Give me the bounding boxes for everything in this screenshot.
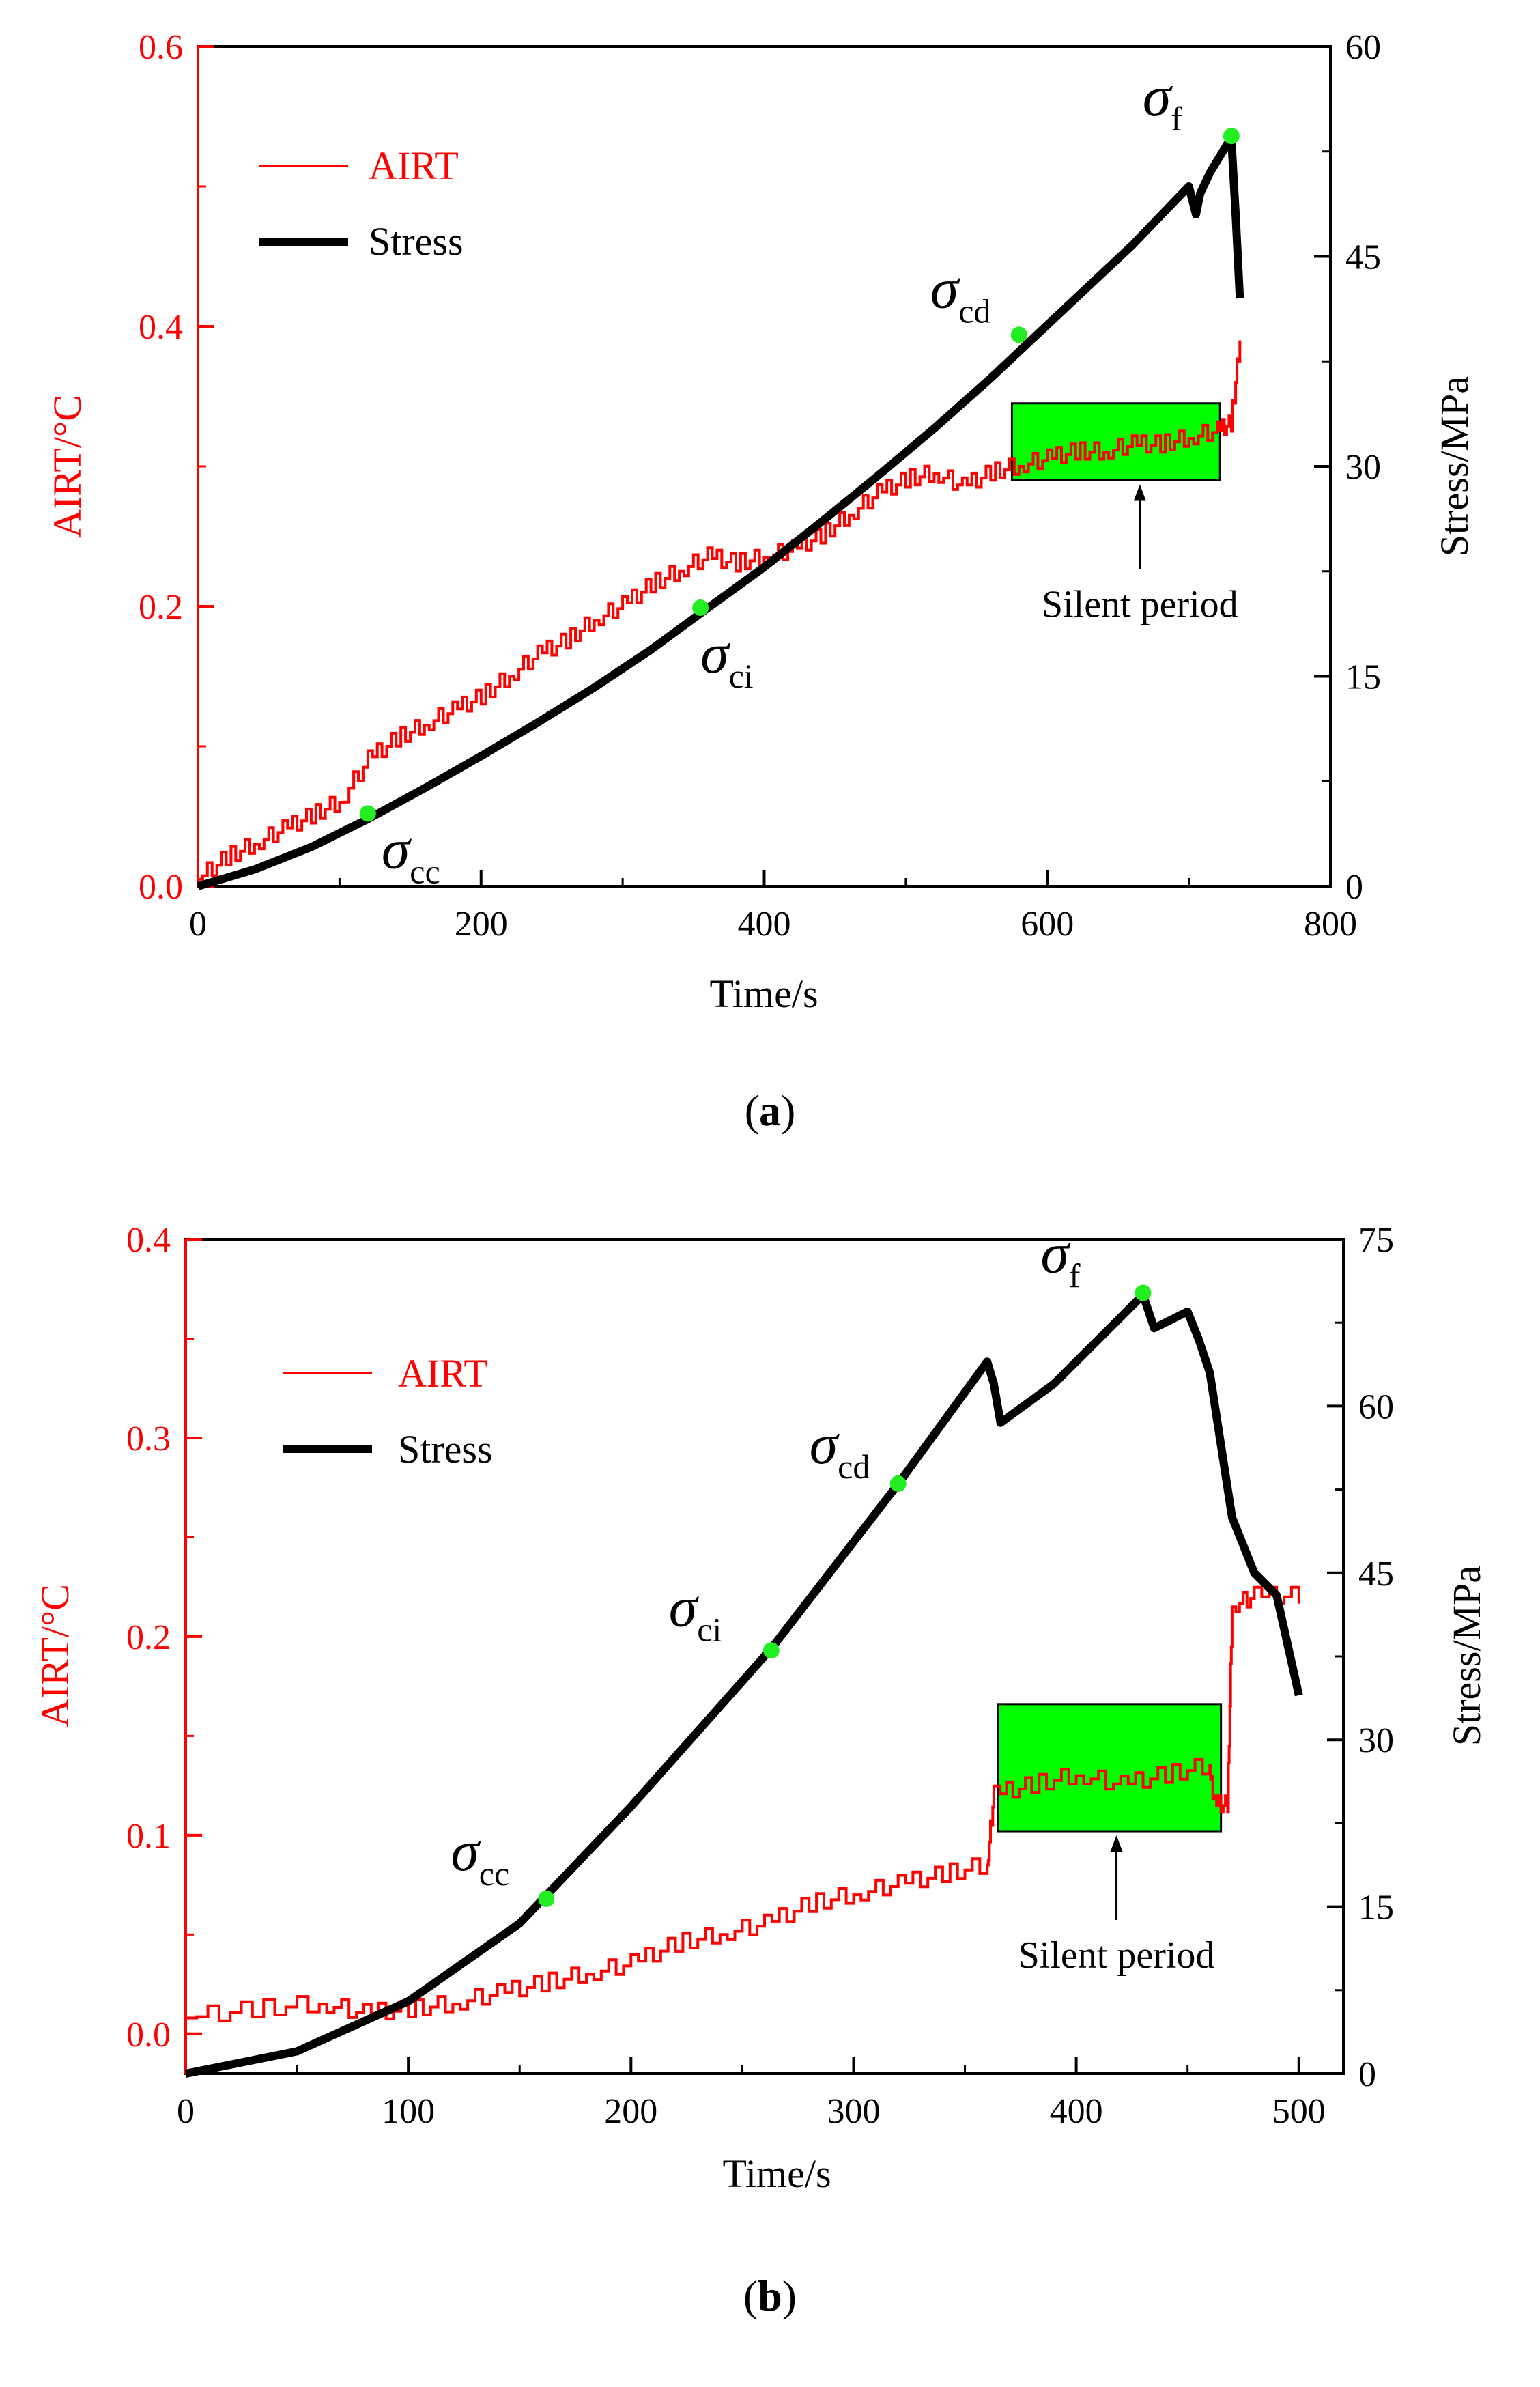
marker-sigma-f-b — [1135, 1284, 1152, 1301]
y-axis-right-label-b: Stress/MPa — [1444, 1566, 1489, 1746]
panel-a: 0 200 400 600 800 0.0 0.2 0.4 0.6 0 15 30 45 60 σcc… — [45, 28, 1477, 1135]
y-right-tick-label-a-4: 60 — [1345, 28, 1381, 67]
silent-period-label-a: Silent period — [1042, 584, 1238, 626]
y-right-tick-label-b-2: 30 — [1358, 1721, 1394, 1760]
y-left-tick-label-b-1: 0.1 — [126, 1817, 171, 1856]
y-right-tick-label-b-5: 75 — [1358, 1221, 1394, 1260]
marker-label-sigma-f-b: σf — [1040, 1222, 1080, 1295]
y-right-tick-label-a-0: 0 — [1345, 868, 1363, 907]
legend-airt-label-b: AIRT — [398, 1351, 488, 1396]
x-tick-label-a-2: 400 — [738, 905, 791, 944]
y-right-tick-label-b-0: 0 — [1358, 2055, 1376, 2094]
marker-sigma-ci-a — [692, 599, 709, 617]
y-left-tick-label-a-2: 0.4 — [139, 308, 183, 347]
marker-sigma-cd-b — [889, 1475, 907, 1492]
y-axis-left-label-a: AIRT/°C — [45, 395, 89, 538]
x-tick-label-b-3: 300 — [827, 2092, 880, 2131]
marker-label-sigma-ci-a: σci — [700, 622, 754, 695]
y-left-tick-label-b-3: 0.3 — [126, 1420, 171, 1458]
y-axis-right-label-a: Stress/MPa — [1432, 376, 1477, 556]
x-tick-label-b-2: 200 — [604, 2092, 657, 2131]
marker-sigma-cc-b — [538, 1890, 555, 1907]
marker-label-sigma-cc-b: σcc — [451, 1820, 509, 1893]
marker-label-sigma-f-a: σf — [1143, 65, 1182, 138]
marker-label-sigma-cd-a: σcd — [930, 257, 991, 330]
y-left-tick-label-a-0: 0.0 — [139, 868, 183, 907]
y-right-tick-label-a-3: 45 — [1345, 238, 1381, 277]
stress-line-a — [197, 133, 1244, 890]
y-axis-left-label-b: AIRT/°C — [33, 1584, 77, 1727]
x-tick-label-b-4: 400 — [1050, 2092, 1103, 2131]
y-right-tick-label-b-4: 60 — [1358, 1387, 1394, 1426]
marker-sigma-f-a — [1223, 128, 1240, 145]
x-tick-label-a-0: 0 — [189, 905, 207, 944]
caption-b: (b) — [743, 2272, 797, 2320]
caption-letter-b: b — [758, 2272, 782, 2320]
marker-sigma-cc-a — [359, 805, 376, 822]
y-right-tick-label-a-1: 15 — [1345, 658, 1381, 697]
airt-line-a — [198, 340, 1242, 881]
airt-line-b — [186, 1585, 1300, 2022]
marker-label-sigma-ci-b: σci — [669, 1575, 722, 1648]
legend-stress-label-b: Stress — [398, 1427, 493, 1471]
y-right-tick-label-b-3: 45 — [1358, 1555, 1394, 1594]
x-axis-label-a: Time/s — [709, 972, 818, 1016]
marker-sigma-ci-b — [762, 1642, 780, 1659]
caption-a: (a) — [745, 1086, 796, 1135]
panel-b: 0 100 200 300 400 500 0.0 0.1 0.2 0.3 0.4 0 15 30 45… — [33, 1221, 1489, 2320]
x-tick-label-b-1: 100 — [382, 2092, 435, 2131]
y-left-tick-label-b-0: 0.0 — [126, 2016, 171, 2054]
marker-label-sigma-cd-b: σcd — [810, 1413, 870, 1486]
x-tick-label-b-0: 0 — [177, 2092, 195, 2131]
legend-stress-label-a: Stress — [369, 219, 464, 264]
y-left-tick-label-b-4: 0.4 — [126, 1221, 171, 1260]
y-left-tick-label-b-2: 0.2 — [126, 1618, 171, 1657]
y-right-tick-label-b-1: 15 — [1358, 1889, 1394, 1927]
silent-period-box-b — [997, 1703, 1223, 1833]
x-tick-label-a-4: 800 — [1304, 905, 1357, 944]
stress-line-b — [184, 1290, 1303, 2078]
caption-letter-a: a — [759, 1086, 781, 1135]
legend-airt-label-a: AIRT — [369, 143, 459, 188]
silent-period-arrowhead-b — [1110, 1835, 1123, 1852]
marker-sigma-cd-a — [1010, 326, 1027, 343]
x-tick-label-b-5: 500 — [1272, 2092, 1326, 2131]
marker-label-sigma-cc-a: σcc — [382, 817, 440, 890]
y-left-tick-label-a-1: 0.2 — [139, 588, 183, 627]
y-left-tick-label-a-3: 0.6 — [139, 28, 183, 67]
y-right-tick-label-a-2: 30 — [1345, 448, 1381, 487]
x-tick-label-a-3: 600 — [1021, 905, 1074, 944]
silent-period-arrowhead-a — [1133, 484, 1146, 501]
silent-period-label-b: Silent period — [1018, 1934, 1215, 1977]
x-axis-label-b: Time/s — [722, 2151, 831, 2196]
x-tick-label-a-1: 200 — [455, 905, 508, 944]
